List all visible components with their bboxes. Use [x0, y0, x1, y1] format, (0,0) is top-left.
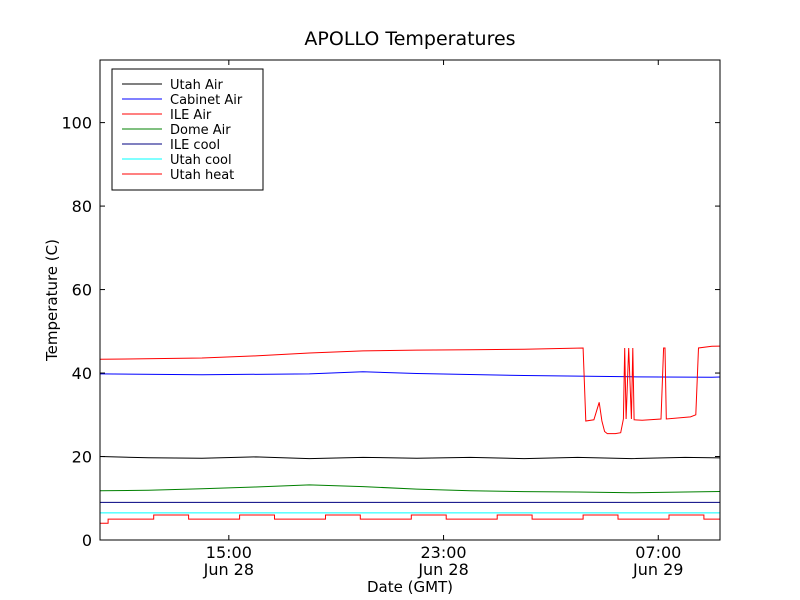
- series-layer: [100, 345, 720, 524]
- x-tick-label-date: Jun 28: [203, 560, 254, 579]
- series-line-cabinet-air: [100, 371, 720, 378]
- legend-label: Utah heat: [170, 168, 234, 183]
- x-tick-label-date: Jun 28: [417, 560, 468, 579]
- x-tick-label-time: 07:00: [635, 543, 681, 562]
- y-tick-label: 20: [72, 448, 92, 467]
- series-line-ile-air: [100, 345, 720, 435]
- legend-label: Utah Air: [170, 78, 223, 93]
- chart-title: APOLLO Temperatures: [304, 28, 515, 50]
- legend-label: Dome Air: [170, 123, 231, 138]
- legend-label: Utah cool: [170, 153, 232, 168]
- legend-label: Cabinet Air: [170, 93, 243, 108]
- y-axis-label: Temperature (C): [43, 239, 61, 362]
- series-line-dome-air: [100, 484, 720, 494]
- y-tick-label: 60: [72, 281, 92, 300]
- plot-frame: [99, 59, 721, 541]
- x-tick-label-date: Jun 29: [632, 560, 683, 579]
- legend-label: ILE cool: [170, 138, 220, 153]
- y-tick-label: 100: [61, 114, 92, 133]
- y-tick-label: 0: [82, 531, 92, 550]
- x-axis-label: Date (GMT): [367, 578, 453, 596]
- x-tick-label-time: 15:00: [206, 543, 252, 562]
- x-tick-label-time: 23:00: [420, 543, 466, 562]
- y-tick-label: 40: [72, 364, 92, 383]
- series-line-utah-air: [100, 456, 720, 460]
- legend-label: ILE Air: [170, 108, 212, 123]
- y-tick-label: 80: [72, 197, 92, 216]
- series-line-utah-heat: [100, 514, 720, 524]
